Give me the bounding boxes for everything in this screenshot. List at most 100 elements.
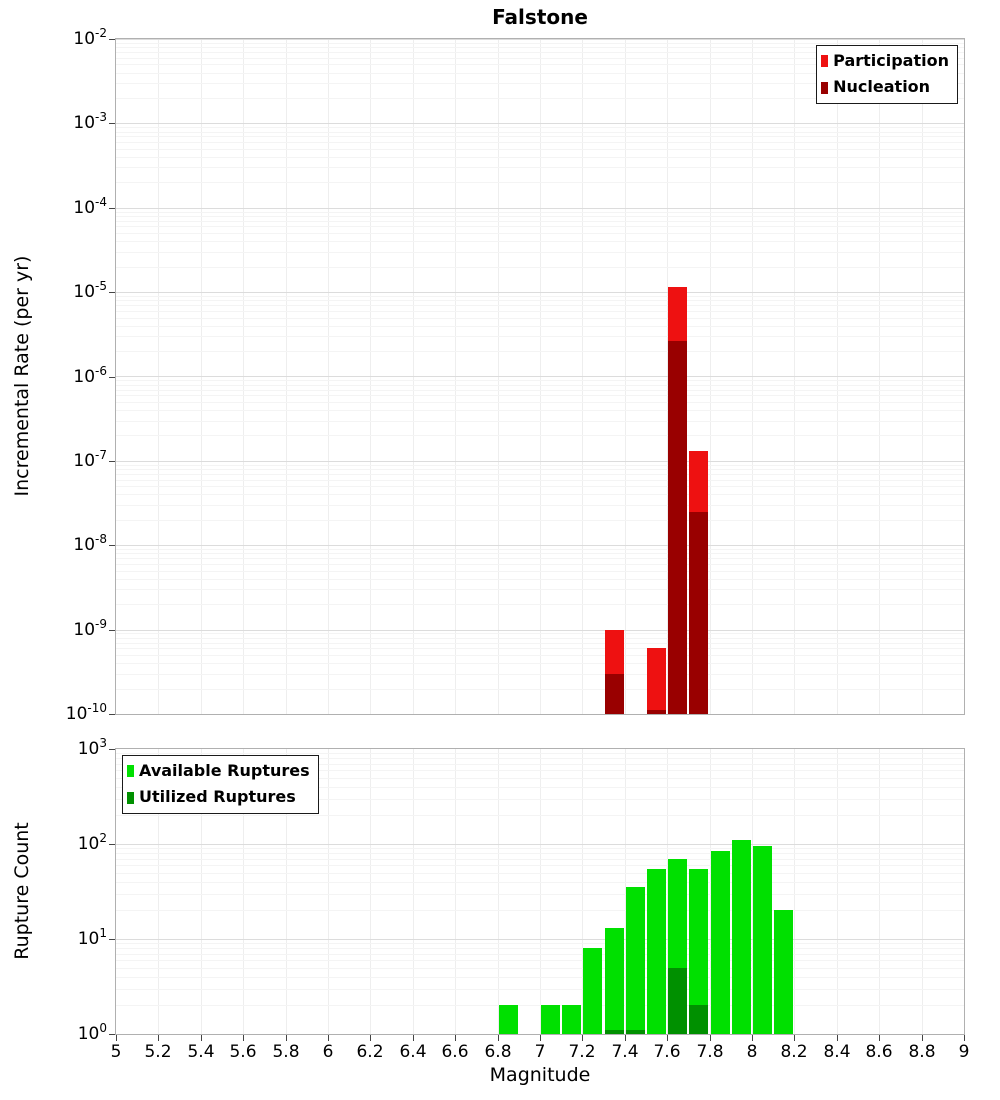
gridline-minor	[116, 505, 964, 506]
x-tick-label: 6.8	[484, 1042, 512, 1062]
x-tick-label: 5.4	[187, 1042, 215, 1062]
x-tick-label: 6	[322, 1042, 334, 1062]
gridline-minor	[116, 385, 964, 386]
x-tick-mark	[710, 1035, 711, 1041]
y-tick-mark	[109, 208, 115, 209]
bar-nucleation-m7.65	[668, 341, 687, 714]
gridline-minor	[116, 643, 964, 644]
incremental-rate-plot-area: Participation Nucleation	[115, 38, 965, 715]
y-tick-mark	[109, 844, 115, 845]
legend-swatch-utilized-ruptures	[127, 791, 134, 804]
x-tick-mark	[116, 1035, 117, 1041]
gridline-minor	[116, 778, 964, 779]
gridline-minor	[116, 910, 964, 911]
gridline-minor	[116, 435, 964, 436]
gridline-vertical	[328, 749, 329, 1034]
chart-title: Falstone	[492, 5, 588, 29]
gridline-minor	[116, 226, 964, 227]
gridline-minor	[116, 948, 964, 949]
legend-label-participation: Participation	[833, 51, 949, 70]
gridline-vertical	[794, 749, 795, 1034]
bar-available-ruptures-m7.05	[541, 1005, 560, 1034]
y-tick-mark	[109, 545, 115, 546]
gridline-minor	[116, 758, 964, 759]
y-tick-label: 10-8	[73, 532, 107, 555]
x-tick-label: 7.4	[611, 1042, 639, 1062]
gridline-minor	[116, 954, 964, 955]
x-tick-label: 8.2	[780, 1042, 808, 1062]
x-tick-mark	[582, 1035, 583, 1041]
x-tick-label: 7	[534, 1042, 546, 1062]
gridline-vertical	[286, 749, 287, 1034]
y-tick-label: 10-7	[73, 448, 107, 471]
gridline-minor	[116, 1005, 964, 1006]
x-tick-label: 8.8	[908, 1042, 936, 1062]
gridline-minor	[116, 689, 964, 690]
gridline-major	[116, 376, 964, 377]
gridline-minor	[116, 753, 964, 754]
y-tick-label: 102	[77, 831, 107, 854]
x-tick-mark	[837, 1035, 838, 1041]
y-tick-mark	[109, 630, 115, 631]
x-tick-mark	[328, 1035, 329, 1041]
gridline-minor	[116, 149, 964, 150]
x-tick-mark	[964, 1035, 965, 1041]
legend-item-available-ruptures: Available Ruptures	[127, 758, 310, 784]
bar-nucleation-m7.35	[605, 674, 624, 714]
x-tick-mark	[922, 1035, 923, 1041]
x-tick-mark	[201, 1035, 202, 1041]
y-tick-mark	[109, 749, 115, 750]
gridline-minor	[116, 380, 964, 381]
x-tick-mark	[625, 1035, 626, 1041]
gridline-minor	[116, 815, 964, 816]
gridline-minor	[116, 47, 964, 48]
gridline-major	[116, 461, 964, 462]
gridline-minor	[116, 212, 964, 213]
gridline-major	[116, 123, 964, 124]
gridline-minor	[116, 894, 964, 895]
x-tick-mark	[794, 1035, 795, 1041]
gridline-minor	[116, 480, 964, 481]
gridline-vertical	[710, 749, 711, 1034]
gridline-minor	[116, 589, 964, 590]
gridline-minor	[116, 655, 964, 656]
gridline-vertical	[625, 749, 626, 1034]
x-tick-label: 6.6	[441, 1042, 469, 1062]
x-tick-label: 5.6	[229, 1042, 257, 1062]
legend-swatch-available-ruptures	[127, 765, 134, 778]
bar-utilized-ruptures-m7.35	[605, 1030, 624, 1034]
gridline-minor	[116, 300, 964, 301]
gridline-minor	[116, 865, 964, 866]
y-tick-label: 100	[77, 1021, 107, 1044]
x-tick-label: 6.2	[356, 1042, 384, 1062]
gridline-minor	[116, 167, 964, 168]
gridline-minor	[116, 882, 964, 883]
gridline-minor	[116, 558, 964, 559]
gridline-minor	[116, 98, 964, 99]
gridline-vertical	[540, 749, 541, 1034]
gridline-minor	[116, 142, 964, 143]
legend-incremental-rate: Participation Nucleation	[816, 45, 958, 104]
y-tick-label: 10-6	[73, 364, 107, 387]
gridline-minor	[116, 52, 964, 53]
x-axis-label: Magnitude	[489, 1064, 591, 1086]
gridline-minor	[116, 233, 964, 234]
bar-available-ruptures-m8.15	[774, 910, 793, 1034]
legend-swatch-nucleation	[821, 81, 829, 94]
gridline-vertical	[837, 749, 838, 1034]
y-tick-label: 10-5	[73, 279, 107, 302]
gridline-minor	[116, 960, 964, 961]
legend-item-participation: Participation	[821, 48, 949, 74]
gridline-minor	[116, 787, 964, 788]
legend-rupture-count: Available Ruptures Utilized Ruptures	[122, 755, 319, 814]
gridline-vertical	[582, 749, 583, 1034]
gridline-major	[116, 939, 964, 940]
bar-available-ruptures-m7.55	[647, 869, 666, 1034]
gridline-minor	[116, 943, 964, 944]
gridline-minor	[116, 770, 964, 771]
gridline-minor	[116, 395, 964, 396]
gridline-minor	[116, 410, 964, 411]
gridline-minor	[116, 553, 964, 554]
y-tick-mark	[109, 939, 115, 940]
